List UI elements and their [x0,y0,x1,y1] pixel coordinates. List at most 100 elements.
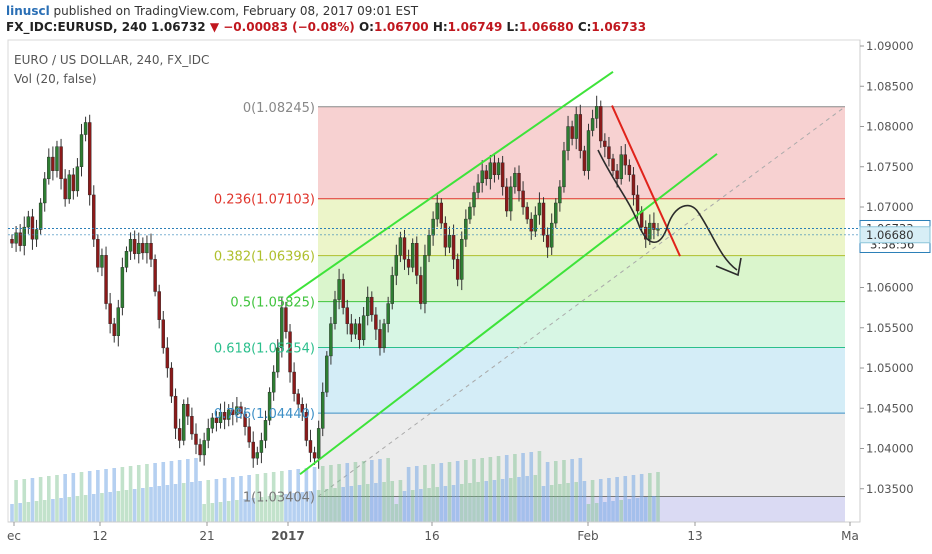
candle-body [10,238,14,244]
candle-body [18,232,22,246]
volume-bar [509,478,513,522]
volume-bar [100,493,104,522]
candle-body [108,303,112,324]
last-price: 1.06732 [150,20,206,34]
volume-bar [194,458,198,522]
volume-bar [210,503,215,522]
low-price-badge [859,226,931,244]
volume-bar [398,480,403,522]
volume-bar [214,479,219,522]
candle-body [382,323,386,349]
volume-bar [464,460,468,522]
candle-body [374,314,378,330]
candle-body [182,404,186,441]
volume-bar [513,454,517,522]
candle-body [169,367,174,397]
candle-body [190,416,194,435]
close-label: C: [577,20,592,34]
candle-body [47,156,51,180]
volume-bar [173,484,178,522]
candle-body [357,323,362,341]
volume-bar [79,472,84,522]
volume-bar [656,472,660,522]
candle-body [116,307,121,336]
volume-bar [136,465,141,522]
candle-body [87,122,92,196]
volume-bar [631,475,636,522]
time-tick-label: 21 [199,529,214,543]
volume-bar [251,498,256,522]
candle-body [157,291,161,320]
volume-bar [525,476,529,522]
candle-body [194,433,198,445]
candle-body [611,158,615,171]
volume-bar [652,496,656,522]
candle-body [566,126,570,151]
volume-bar [67,497,72,522]
volume-bar [517,477,521,522]
candle-body [386,303,390,324]
candle-body [509,186,513,212]
fibonacci-labels: 0(1.08245) 0.236(1.07103) 0.382(1.06396) 0.… [214,101,315,506]
ohlc-header: FX_IDC:EURUSD, 240 1.06732 ▼ −0.00083 (−… [6,20,646,34]
candle-body [513,172,517,188]
volume-bar [206,480,211,522]
fib-zone-3 [318,301,845,348]
candle-body [43,178,47,204]
volume-bar [157,486,161,522]
volume-bar [545,462,550,522]
candle-body [570,126,574,139]
candle-body [55,146,59,171]
candle-body [451,234,456,260]
time-tick-label: 13 [687,529,702,543]
price-tick-label: 1.09000 [866,39,914,53]
candle-body [100,255,104,268]
volume-bar [30,478,35,522]
volume-bar [120,467,125,522]
candle-body [603,140,607,147]
volume-bar [190,482,194,522]
fib-zone-4 [318,347,845,414]
channel-lower-line [299,153,718,476]
candle-body [619,154,623,180]
candle-body [541,202,546,236]
candle-body [525,206,529,220]
candle-body [427,234,431,256]
volume-bar [284,494,288,522]
close-value: 1.06733 [591,20,647,34]
volume-bar [87,471,92,522]
candle-body [558,186,562,204]
volume-bar [329,465,333,522]
price-axis[interactable]: 1.090001.085001.080001.075001.070001.065… [859,39,931,522]
candle-body [308,440,313,453]
volume-legend-title[interactable]: Vol (20, false) [14,72,97,86]
candle-body [71,174,76,192]
volume-bar [414,466,419,522]
volume-bar [149,487,153,522]
series-legend-title[interactable]: EURO / US DOLLAR, 240, FX_IDC [14,53,210,67]
publisher-username[interactable]: linuscl [6,4,50,18]
volume-bar [300,492,305,522]
volume-bar [177,460,182,522]
volume-bar [586,504,591,522]
trend-drawings[interactable] [287,70,742,476]
fib-level-label: 1(1.03404) [243,490,315,505]
volume-bar [132,489,137,522]
volume-bar [247,475,251,522]
down-arrow-icon: ▼ [209,20,220,34]
volume-bar [288,470,292,522]
candle-body [337,279,341,300]
time-tick-label: ec [7,529,21,543]
volume-bar [431,464,435,522]
candle-body [141,243,145,254]
candle-body [59,146,63,180]
time-axis[interactable]: ec 12 21 2017 16 Feb 13 Ma [7,521,860,543]
fib-level-label: 0(1.08245) [243,101,315,116]
volume-bar [382,482,386,522]
fib-zone-1 [318,198,845,256]
volume-bar [202,504,206,522]
candle-body [652,222,656,230]
candle-body [370,296,374,316]
fib-level-label: 0.786(1.04440) [214,407,315,422]
